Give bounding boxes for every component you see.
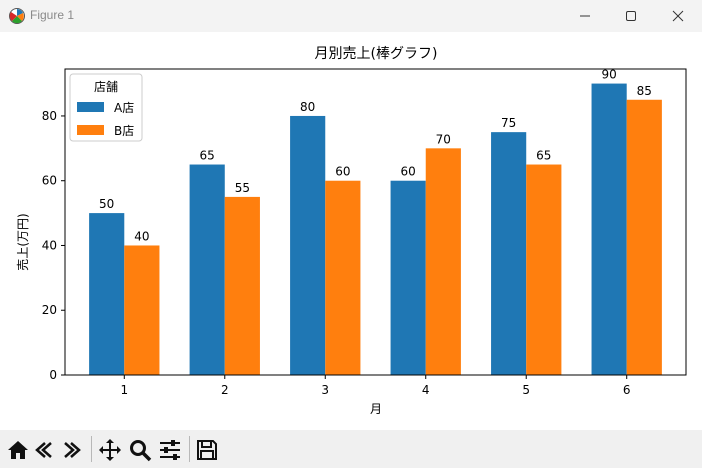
legend-box bbox=[69, 73, 143, 142]
y-tick-label: 20 bbox=[42, 303, 57, 317]
matplotlib-icon bbox=[8, 7, 26, 25]
configure-subplots-button[interactable] bbox=[158, 438, 182, 462]
back-button[interactable] bbox=[32, 438, 56, 462]
x-axis-label: 月 bbox=[370, 402, 382, 416]
maximize-button[interactable] bbox=[608, 0, 654, 32]
x-tick-label: 6 bbox=[623, 383, 631, 397]
pan-icon bbox=[99, 439, 121, 461]
legend: 店舗 A店 B店 bbox=[69, 73, 143, 142]
y-tick-label: 60 bbox=[42, 174, 57, 188]
legend-label: A店 bbox=[114, 101, 134, 115]
data-label: 70 bbox=[436, 132, 451, 146]
figure-canvas[interactable]: 月別売上(棒グラフ) 50 65 80 60 75 90 40 55 60 70 65 85 0 20 4… bbox=[0, 32, 702, 430]
forward-icon bbox=[64, 442, 81, 458]
legend-swatch bbox=[77, 125, 104, 135]
x-tick-label: 5 bbox=[522, 383, 530, 397]
bars-group bbox=[89, 83, 662, 376]
close-button[interactable] bbox=[655, 0, 701, 32]
bar-a-4 bbox=[390, 180, 426, 375]
navigation-toolbar bbox=[0, 430, 702, 468]
home-icon bbox=[8, 441, 28, 459]
data-label: 75 bbox=[501, 116, 516, 130]
legend-title: 店舗 bbox=[94, 80, 118, 94]
bar-b-5 bbox=[526, 164, 562, 375]
x-tick-label: 4 bbox=[422, 383, 430, 397]
save-icon bbox=[197, 440, 217, 460]
bar-b-3 bbox=[325, 180, 361, 375]
toolbar-separator bbox=[91, 436, 92, 462]
forward-button[interactable] bbox=[60, 438, 84, 462]
x-tick-label: 2 bbox=[221, 383, 229, 397]
toolbar-separator bbox=[189, 436, 190, 462]
y-tick-label: 0 bbox=[49, 368, 57, 382]
data-label: 60 bbox=[335, 165, 350, 179]
minimize-button[interactable] bbox=[562, 0, 608, 32]
x-tick-label: 1 bbox=[120, 383, 128, 397]
data-label: 50 bbox=[99, 197, 114, 211]
axes-group: 0 20 40 60 80 1 2 3 4 5 6 bbox=[42, 68, 687, 397]
data-label: 85 bbox=[637, 84, 652, 98]
chart-title: 月別売上(棒グラフ) bbox=[315, 46, 438, 62]
y-tick-label: 80 bbox=[42, 109, 57, 123]
title-bar: Figure 1 bbox=[0, 0, 702, 32]
data-label: 80 bbox=[300, 100, 315, 114]
zoom-button[interactable] bbox=[128, 438, 152, 462]
data-label: 90 bbox=[601, 68, 616, 82]
bar-a-5 bbox=[491, 132, 527, 375]
bar-b-2 bbox=[224, 196, 260, 375]
save-button[interactable] bbox=[195, 438, 219, 462]
bar-b-1 bbox=[124, 245, 160, 375]
legend-swatch bbox=[77, 102, 104, 112]
data-label: 60 bbox=[401, 165, 416, 179]
maximize-icon bbox=[626, 11, 636, 21]
window-title: Figure 1 bbox=[30, 8, 75, 22]
zoom-icon bbox=[130, 440, 152, 462]
y-tick-label: 40 bbox=[42, 238, 57, 252]
bar-a-3 bbox=[290, 115, 326, 375]
data-label: 55 bbox=[235, 181, 250, 195]
close-icon bbox=[672, 10, 684, 22]
legend-label: B店 bbox=[114, 124, 134, 138]
data-label: 40 bbox=[134, 229, 149, 243]
back-icon bbox=[35, 442, 52, 458]
data-label: 65 bbox=[200, 149, 215, 163]
y-axis-label: 売上(万円) bbox=[15, 213, 30, 270]
pan-button[interactable] bbox=[98, 438, 122, 462]
bar-a-2 bbox=[189, 164, 225, 375]
bar-b-6 bbox=[626, 99, 662, 375]
bar-a-1 bbox=[89, 213, 125, 375]
minimize-icon bbox=[580, 15, 590, 17]
bar-b-4 bbox=[425, 148, 461, 375]
x-tick-label: 3 bbox=[321, 383, 329, 397]
plot-frame bbox=[64, 68, 687, 376]
bar-a-6 bbox=[591, 83, 627, 376]
home-button[interactable] bbox=[6, 438, 30, 462]
data-labels-group: 50 65 80 60 75 90 40 55 60 70 65 85 bbox=[99, 68, 652, 244]
data-label: 65 bbox=[536, 149, 551, 163]
configure-subplots-icon bbox=[160, 440, 180, 460]
